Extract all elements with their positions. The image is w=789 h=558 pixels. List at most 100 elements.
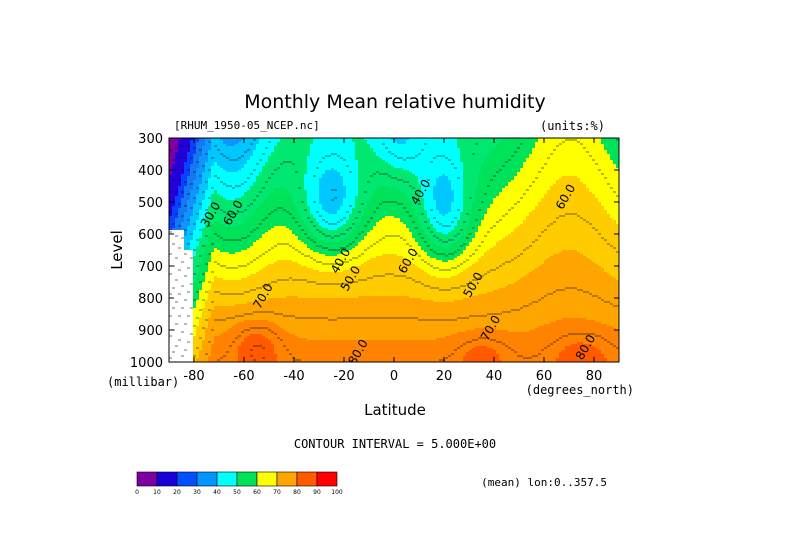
humidity-cell — [169, 212, 173, 215]
humidity-cell — [184, 240, 188, 243]
humidity-cell — [193, 250, 197, 253]
humidity-cell — [190, 296, 194, 299]
humidity-cell — [196, 218, 200, 221]
humidity-cell — [193, 174, 197, 177]
humidity-cell — [193, 190, 197, 193]
humidity-cell — [178, 298, 182, 301]
humidity-cell — [196, 310, 200, 313]
humidity-cell — [184, 310, 188, 313]
humidity-cell — [205, 202, 209, 205]
humidity-cell — [202, 286, 206, 289]
humidity-cell — [184, 174, 188, 177]
humidity-cell — [202, 248, 206, 251]
humidity-cell — [187, 284, 191, 287]
humidity-cell — [175, 332, 179, 335]
humidity-cell — [181, 266, 185, 269]
humidity-cell — [190, 332, 194, 335]
humidity-cell — [169, 240, 173, 243]
humidity-cell — [202, 360, 206, 362]
humidity-cell — [202, 254, 206, 257]
humidity-cell — [169, 156, 173, 159]
humidity-cell — [196, 154, 200, 157]
humidity-cell — [202, 318, 206, 321]
humidity-cell — [199, 306, 203, 309]
humidity-cell — [199, 180, 203, 183]
humidity-cell — [187, 286, 191, 289]
humidity-cell — [199, 216, 203, 219]
humidity-cell — [172, 356, 176, 359]
humidity-cell — [202, 290, 206, 293]
humidity-cell — [172, 252, 176, 255]
humidity-cell — [205, 272, 209, 275]
humidity-cell — [193, 242, 197, 245]
humidity-cell — [184, 328, 188, 331]
humidity-cell — [184, 226, 188, 229]
humidity-cell — [190, 234, 194, 237]
humidity-cell — [178, 210, 182, 213]
humidity-cell — [175, 330, 179, 333]
humidity-cell — [205, 138, 209, 141]
humidity-cell — [202, 274, 206, 277]
humidity-cell — [184, 202, 188, 205]
humidity-cell — [196, 152, 200, 155]
humidity-cell — [202, 184, 206, 187]
humidity-cell — [193, 254, 197, 257]
humidity-cell — [199, 276, 203, 279]
humidity-cell — [184, 346, 188, 349]
humidity-cell — [181, 348, 185, 351]
humidity-cell — [202, 196, 206, 199]
humidity-cell — [202, 270, 206, 273]
humidity-cell — [178, 332, 182, 335]
humidity-cell — [169, 346, 173, 349]
humidity-cell — [181, 344, 185, 347]
humidity-cell — [181, 332, 185, 335]
humidity-cell — [187, 314, 191, 317]
humidity-cell — [169, 194, 173, 197]
humidity-cell — [175, 312, 179, 315]
humidity-cell — [193, 206, 197, 209]
humidity-cell — [169, 360, 173, 362]
humidity-cell — [187, 350, 191, 353]
humidity-cell — [175, 252, 179, 255]
humidity-cell — [175, 236, 179, 239]
humidity-cell — [205, 208, 209, 211]
humidity-cell — [196, 222, 200, 225]
humidity-cell — [181, 190, 185, 193]
humidity-cell — [187, 268, 191, 271]
humidity-cell — [178, 336, 182, 339]
humidity-cell — [184, 216, 188, 219]
humidity-cell — [202, 212, 206, 215]
humidity-cell — [184, 274, 188, 277]
humidity-cell — [184, 332, 188, 335]
humidity-cell — [184, 356, 188, 359]
humidity-cell — [190, 338, 194, 341]
humidity-cell — [175, 216, 179, 219]
humidity-cell — [199, 244, 203, 247]
humidity-cell — [172, 142, 176, 145]
humidity-cell — [205, 150, 209, 153]
humidity-cell — [181, 330, 185, 333]
humidity-cell — [187, 308, 191, 311]
humidity-cell — [184, 152, 188, 155]
humidity-cell — [172, 324, 176, 327]
units-label: (units:%) — [540, 119, 605, 133]
humidity-cell — [190, 154, 194, 157]
humidity-cell — [202, 192, 206, 195]
humidity-cell — [184, 290, 188, 293]
humidity-cell — [196, 264, 200, 267]
humidity-cell — [193, 264, 197, 267]
humidity-cell — [172, 230, 176, 233]
humidity-cell — [184, 256, 188, 259]
humidity-cell — [202, 156, 206, 159]
humidity-cell — [175, 348, 179, 351]
humidity-cell — [169, 152, 173, 155]
humidity-cell — [202, 266, 206, 269]
humidity-cell — [187, 242, 191, 245]
humidity-cell — [190, 328, 194, 331]
humidity-cell — [196, 338, 200, 341]
humidity-cell — [178, 208, 182, 211]
humidity-cell — [190, 222, 194, 225]
humidity-cell — [169, 226, 173, 229]
humidity-cell — [193, 166, 197, 169]
humidity-cell — [181, 172, 185, 175]
